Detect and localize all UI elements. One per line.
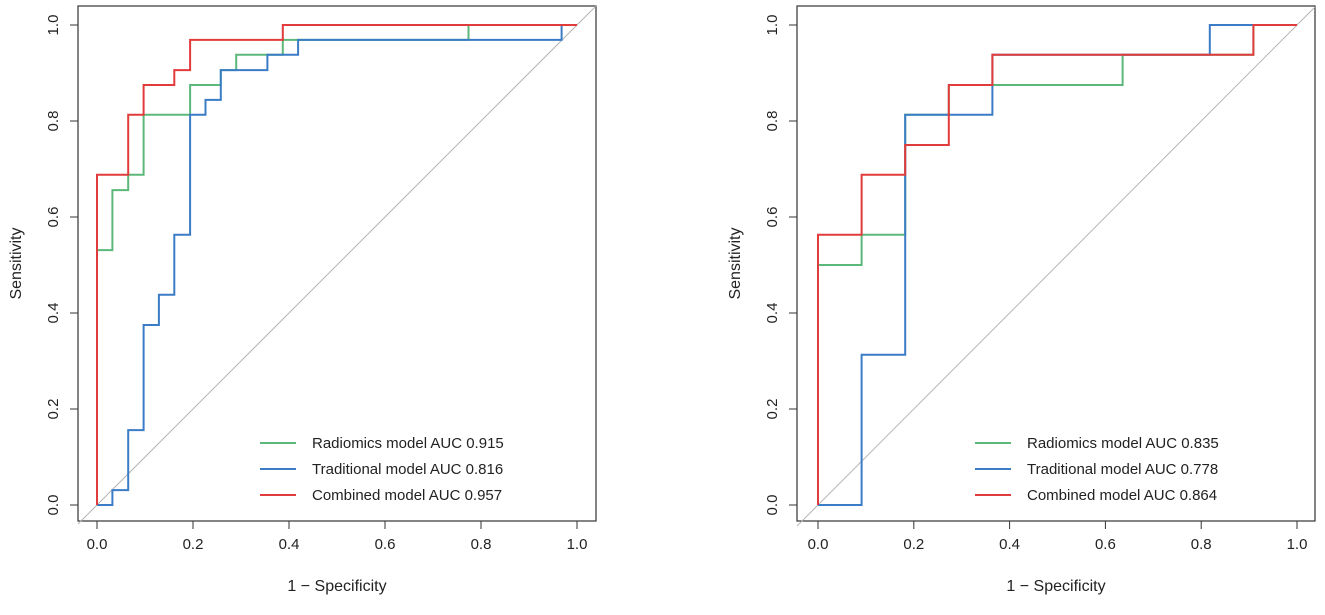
y-tick-label: 0.6: [45, 207, 62, 228]
y-tick-label: 1.0: [764, 15, 781, 36]
y-tick-label: 0.8: [764, 111, 781, 132]
legend-entry: Radiomics model AUC 0.915: [312, 435, 504, 452]
y-axis-label: Sensitivity: [8, 227, 25, 299]
roc-curve-3: [817, 24, 1297, 505]
y-tick-label: 0.6: [764, 207, 781, 228]
x-axis-label: 1 − Specificity: [287, 578, 386, 595]
x-tick-label: 1.0: [567, 536, 588, 553]
y-tick-label: 0.4: [764, 303, 781, 324]
legend-entry: Combined model AUC 0.957: [312, 487, 502, 504]
x-tick-label: 0.8: [471, 536, 492, 553]
x-tick-label: 0.2: [903, 536, 924, 553]
x-tick-label: 1.0: [1287, 536, 1308, 553]
chart-panel-2: 0.0 0.2 0.4 0.6 0.8 1.0 0.0 0.2 0.4 0.6 0.8 1.0 1 − …: [727, 5, 1316, 595]
x-tick-label: 0.4: [279, 536, 300, 553]
legend-entry: Radiomics model AUC 0.835: [1027, 435, 1219, 452]
x-tick-label: 0.6: [1095, 536, 1116, 553]
y-tick-label: 0.2: [45, 399, 62, 420]
x-tick-label: 0.2: [183, 536, 204, 553]
legend-entry: Traditional model AUC 0.778: [1027, 461, 1218, 478]
roc-curve-2: [97, 24, 577, 506]
plot-frame: [77, 5, 597, 522]
chart-panel-1: 0.0 0.2 0.4 0.6 0.8 1.0 0.0 0.2 0.4 0.6 0.8 1.0 1 − …: [8, 5, 597, 595]
reference-diagonal-line: [77, 5, 597, 525]
roc-curve-3: [96, 24, 577, 505]
reference-diagonal-line: [796, 6, 1316, 527]
x-axis-label: 1 − Specificity: [1006, 578, 1105, 595]
legend-entry: Traditional model AUC 0.816: [312, 461, 503, 478]
x-tick-label: 0.4: [999, 536, 1020, 553]
x-tick-label: 0.0: [87, 536, 108, 553]
y-axis-label: Sensitivity: [727, 227, 744, 299]
y-tick-label: 0.0: [764, 495, 781, 516]
legend-entry: Combined model AUC 0.864: [1027, 487, 1217, 504]
x-tick-label: 0.6: [375, 536, 396, 553]
x-tick-label: 0.8: [1191, 536, 1212, 553]
y-tick-label: 1.0: [45, 15, 62, 36]
y-tick-label: 0.0: [45, 495, 62, 516]
x-tick-label: 0.0: [808, 536, 829, 553]
plot-frame: [796, 5, 1316, 522]
y-tick-label: 0.8: [45, 111, 62, 132]
y-tick-label: 0.2: [764, 399, 781, 420]
y-tick-label: 0.4: [45, 303, 62, 324]
